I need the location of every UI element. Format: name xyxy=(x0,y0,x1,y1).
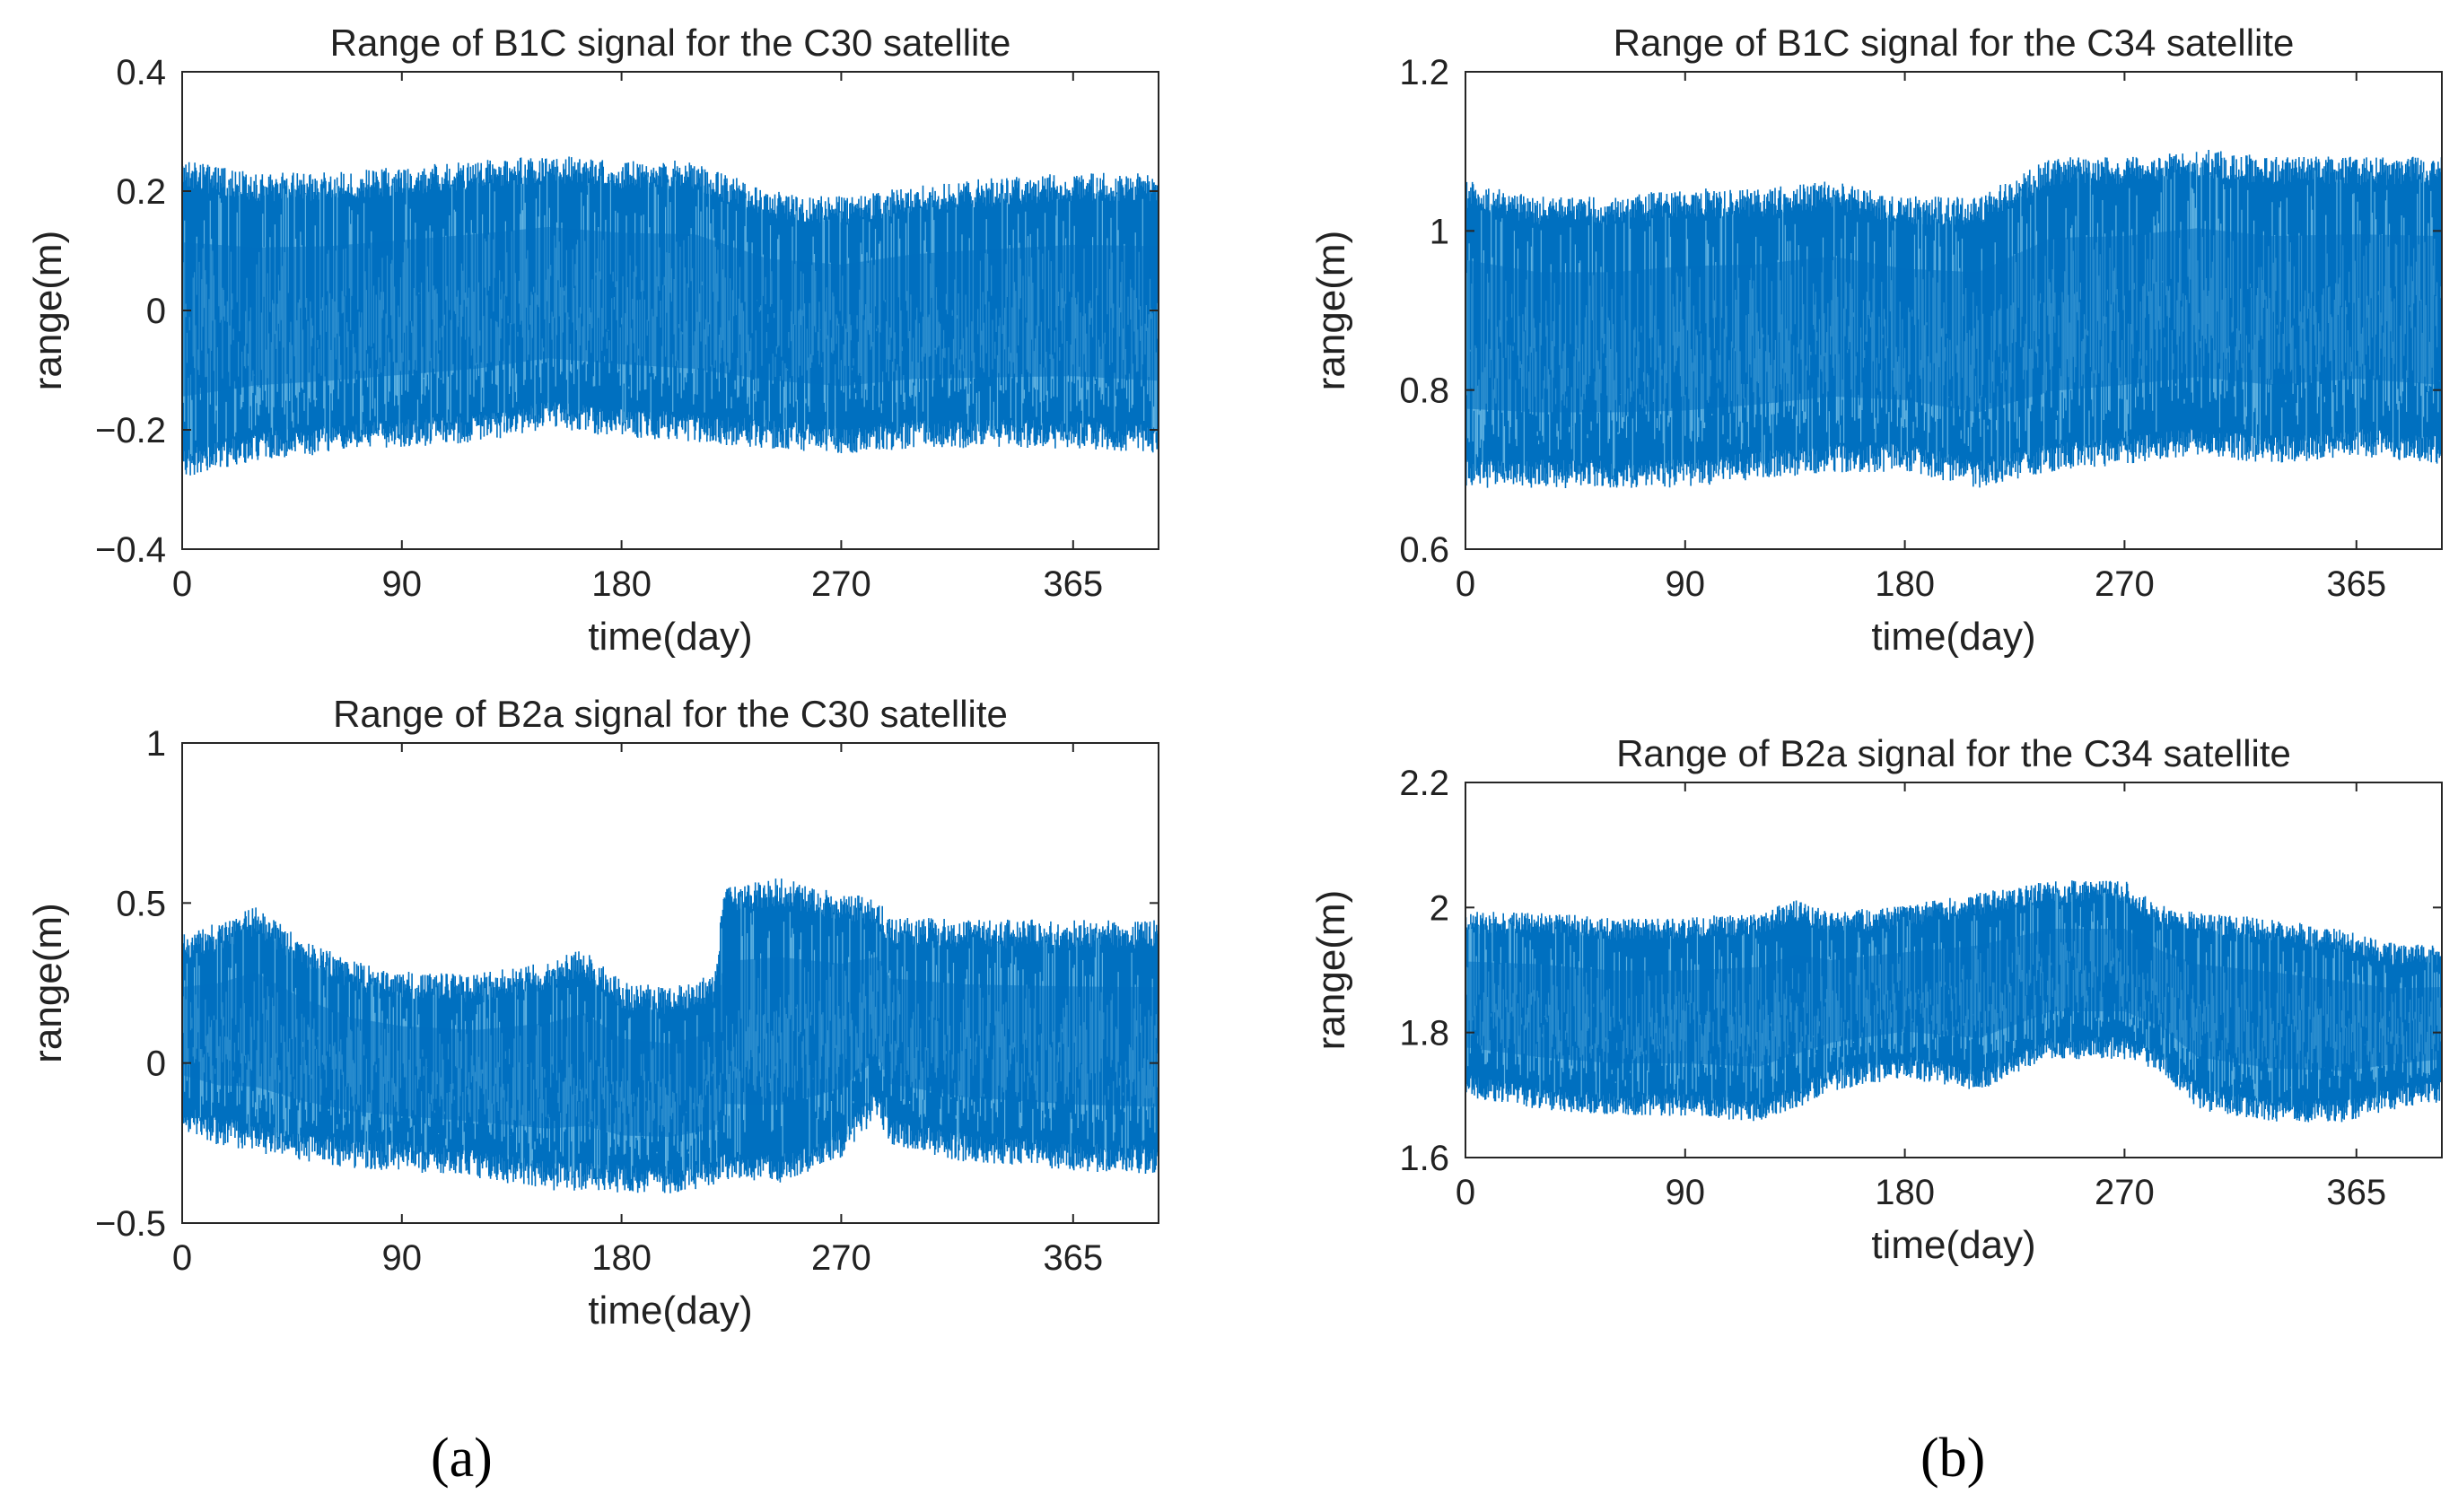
x-axis-label: time(day) xyxy=(588,1289,752,1333)
y-tick-label: −0.5 xyxy=(95,1204,166,1244)
y-tick-label: −0.2 xyxy=(95,411,166,450)
y-axis-label: range(m) xyxy=(1309,890,1353,1051)
signal-core xyxy=(182,957,1159,1137)
axes-frame xyxy=(1465,782,2443,1158)
x-tick-label: 0 xyxy=(172,564,192,604)
y-tick-label: 1.6 xyxy=(1399,1139,1449,1178)
x-axis-label: time(day) xyxy=(1871,1223,2035,1267)
x-tick-label: 365 xyxy=(1043,1238,1103,1278)
chart-title: Range of B1C signal for the C34 satellit… xyxy=(1614,22,2295,64)
y-tick-label: 0.6 xyxy=(1399,530,1449,570)
x-tick-label: 0 xyxy=(1456,1173,1475,1212)
x-tick-label: 365 xyxy=(2326,1173,2386,1212)
x-tick-label: 180 xyxy=(1875,564,1935,604)
panel-label-b: (b) xyxy=(1920,1428,1986,1489)
y-tick-label: 1.8 xyxy=(1399,1014,1449,1053)
x-tick-label: 180 xyxy=(1875,1173,1935,1212)
chart-title: Range of B2a signal for the C34 satellit… xyxy=(1616,732,2291,774)
y-tick-label: 1 xyxy=(146,724,166,764)
y-tick-label: 0 xyxy=(146,1044,166,1084)
y-tick-label: 0.5 xyxy=(116,884,166,923)
signal-line xyxy=(1465,149,2442,489)
x-tick-label: 270 xyxy=(811,1238,871,1278)
chart-c34-b1c: 0 90 180 270 365 0.6 0.8 1 1.2 Range of B1C signa… xyxy=(1309,22,2443,659)
panel-label-a: (a) xyxy=(431,1428,493,1489)
y-tick-label: 0.8 xyxy=(1399,371,1449,411)
x-tick-label: 270 xyxy=(811,564,871,604)
x-tick-label: 180 xyxy=(591,1238,652,1278)
signal-series xyxy=(182,156,1159,476)
x-tick-label: 0 xyxy=(1456,564,1475,604)
chart-title: Range of B1C signal for the C30 satellit… xyxy=(330,22,1011,64)
chart-c30-b1c: 0 90 180 270 365 −0.4 −0.2 0 0.2 0.4 Range of B1C … xyxy=(26,22,1159,659)
signal-line xyxy=(182,878,1159,1193)
signal-core xyxy=(1465,929,2442,1071)
y-tick-label: 1.2 xyxy=(1399,53,1449,92)
signal-line xyxy=(182,156,1159,476)
signal-line xyxy=(1465,880,2442,1123)
x-tick-label: 90 xyxy=(1666,564,1706,604)
signal-series xyxy=(182,878,1159,1193)
axes-frame xyxy=(181,742,1159,1224)
signal-core xyxy=(1465,228,2442,413)
x-tick-label: 365 xyxy=(1043,564,1103,604)
signal-core xyxy=(182,226,1159,397)
x-axis-label: time(day) xyxy=(1871,615,2035,659)
x-tick-label: 90 xyxy=(382,564,423,604)
x-tick-label: 0 xyxy=(172,1238,192,1278)
y-tick-label: 1 xyxy=(1430,212,1449,251)
y-axis-label: range(m) xyxy=(26,231,70,391)
x-tick-label: 270 xyxy=(2095,564,2155,604)
x-tick-label: 90 xyxy=(382,1238,423,1278)
y-tick-label: 2.2 xyxy=(1399,764,1449,803)
x-tick-label: 90 xyxy=(1666,1173,1706,1212)
x-tick-label: 180 xyxy=(591,564,652,604)
axes-frame xyxy=(1465,71,2443,550)
y-tick-label: −0.4 xyxy=(95,530,166,570)
chart-c34-b2a: 0 90 180 270 365 1.6 1.8 2 2.2 Range of B2a signa… xyxy=(1309,732,2443,1267)
x-tick-label: 270 xyxy=(2095,1173,2155,1212)
signal-series xyxy=(1465,149,2442,489)
y-axis-label: range(m) xyxy=(1309,231,1353,391)
y-tick-label: 2 xyxy=(1430,888,1449,928)
y-tick-label: 0.4 xyxy=(116,53,166,92)
x-axis-label: time(day) xyxy=(588,615,752,659)
signal-series xyxy=(1465,880,2442,1123)
x-tick-label: 365 xyxy=(2326,564,2386,604)
chart-title: Range of B2a signal for the C30 satellit… xyxy=(333,693,1008,735)
y-tick-label: 0.2 xyxy=(116,172,166,212)
y-tick-label: 0 xyxy=(146,292,166,331)
y-axis-label: range(m) xyxy=(26,903,70,1063)
